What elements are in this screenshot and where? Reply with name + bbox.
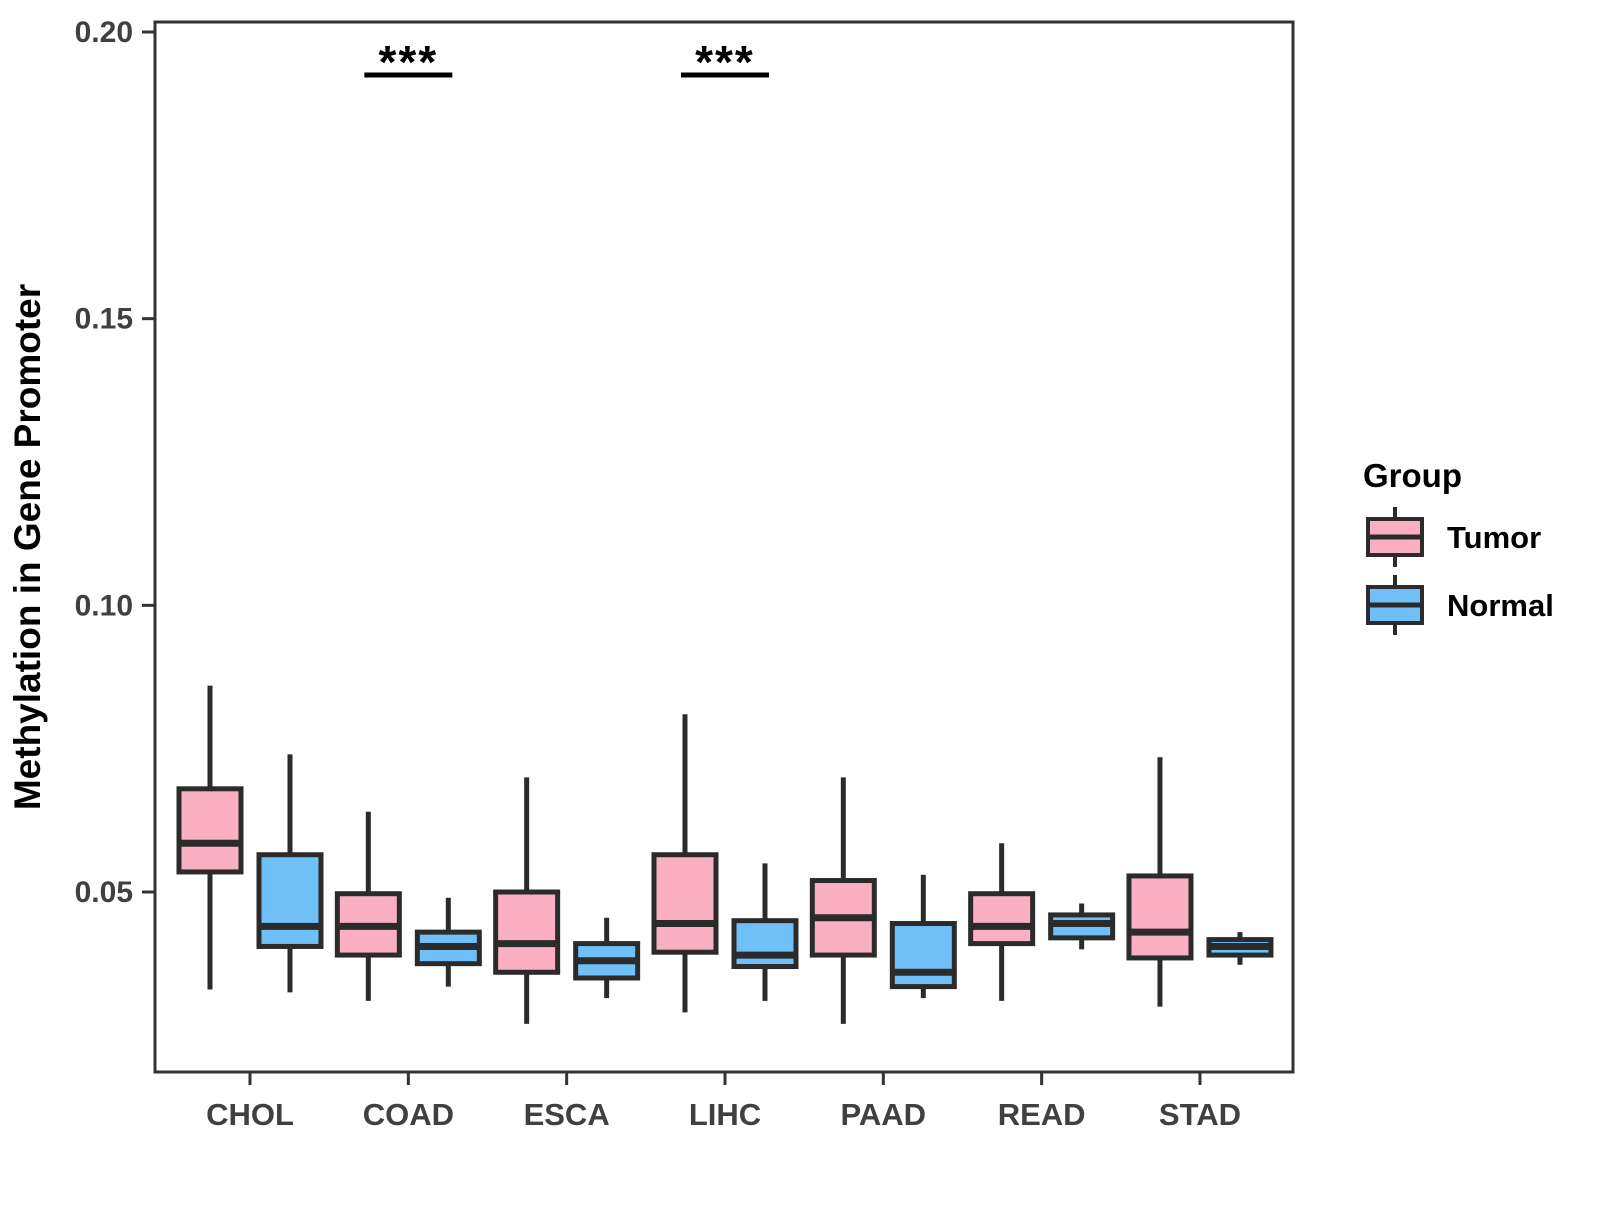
box-STAD-tumor bbox=[1126, 757, 1194, 1007]
box-COAD-tumor bbox=[334, 811, 402, 1001]
y-tick-label-0.10: 0.10 bbox=[75, 589, 133, 622]
x-tick-label-READ: READ bbox=[998, 1097, 1086, 1132]
box-ESCA-normal bbox=[573, 917, 641, 999]
legend: Group Tumor Normal bbox=[1363, 457, 1554, 635]
box-READ-tumor bbox=[968, 843, 1036, 1001]
x-tick-label-STAD: STAD bbox=[1159, 1097, 1241, 1132]
legend-title: Group bbox=[1363, 457, 1462, 494]
box-LIHC-tumor bbox=[651, 714, 719, 1013]
x-tick-label-PAAD: PAAD bbox=[841, 1097, 927, 1132]
box-ESCA-tumor bbox=[493, 777, 561, 1024]
iqr-box bbox=[889, 921, 957, 990]
y-axis-title: Methylation in Gene Promoter bbox=[7, 284, 48, 810]
panel-border bbox=[153, 20, 1295, 1074]
legend-entry-normal: Normal bbox=[1366, 575, 1554, 635]
iqr-box bbox=[493, 889, 561, 975]
box-PAAD-tumor bbox=[809, 777, 877, 1024]
box-COAD-normal bbox=[414, 897, 482, 987]
x-tick-label-LIHC: LIHC bbox=[689, 1097, 761, 1132]
iqr-box bbox=[731, 918, 799, 970]
y-tick-label-0.05: 0.05 bbox=[75, 876, 133, 909]
box-CHOL-tumor bbox=[176, 685, 244, 990]
legend-label-normal: Normal bbox=[1447, 588, 1554, 623]
y-tick-label-0.20: 0.20 bbox=[75, 16, 133, 49]
significance-stars-LIHC: *** bbox=[695, 36, 755, 88]
iqr-box bbox=[256, 852, 324, 949]
significance-stars-COAD: *** bbox=[378, 36, 438, 88]
iqr-box bbox=[651, 852, 719, 955]
y-tick-label-0.15: 0.15 bbox=[75, 303, 133, 336]
iqr-box bbox=[176, 786, 244, 875]
box-PAAD-normal bbox=[889, 874, 957, 999]
box-LIHC-normal bbox=[731, 863, 799, 1001]
x-tick-label-CHOL: CHOL bbox=[206, 1097, 294, 1132]
iqr-box bbox=[1126, 873, 1194, 961]
legend-entry-tumor: Tumor bbox=[1366, 507, 1541, 567]
x-tick-label-COAD: COAD bbox=[363, 1097, 454, 1132]
legend-label-tumor: Tumor bbox=[1447, 520, 1541, 555]
box-READ-normal bbox=[1048, 903, 1116, 950]
box-STAD-normal bbox=[1206, 932, 1274, 965]
box-CHOL-normal bbox=[256, 754, 324, 993]
legend-entries: Tumor Normal bbox=[1366, 507, 1554, 635]
plot-panel: 0.05 0.10 0.15 0.20 CHOL COAD ESCA LIHC PAAD READ… bbox=[75, 16, 1295, 1132]
iqr-box bbox=[968, 891, 1036, 947]
x-tick-label-ESCA: ESCA bbox=[524, 1097, 610, 1132]
